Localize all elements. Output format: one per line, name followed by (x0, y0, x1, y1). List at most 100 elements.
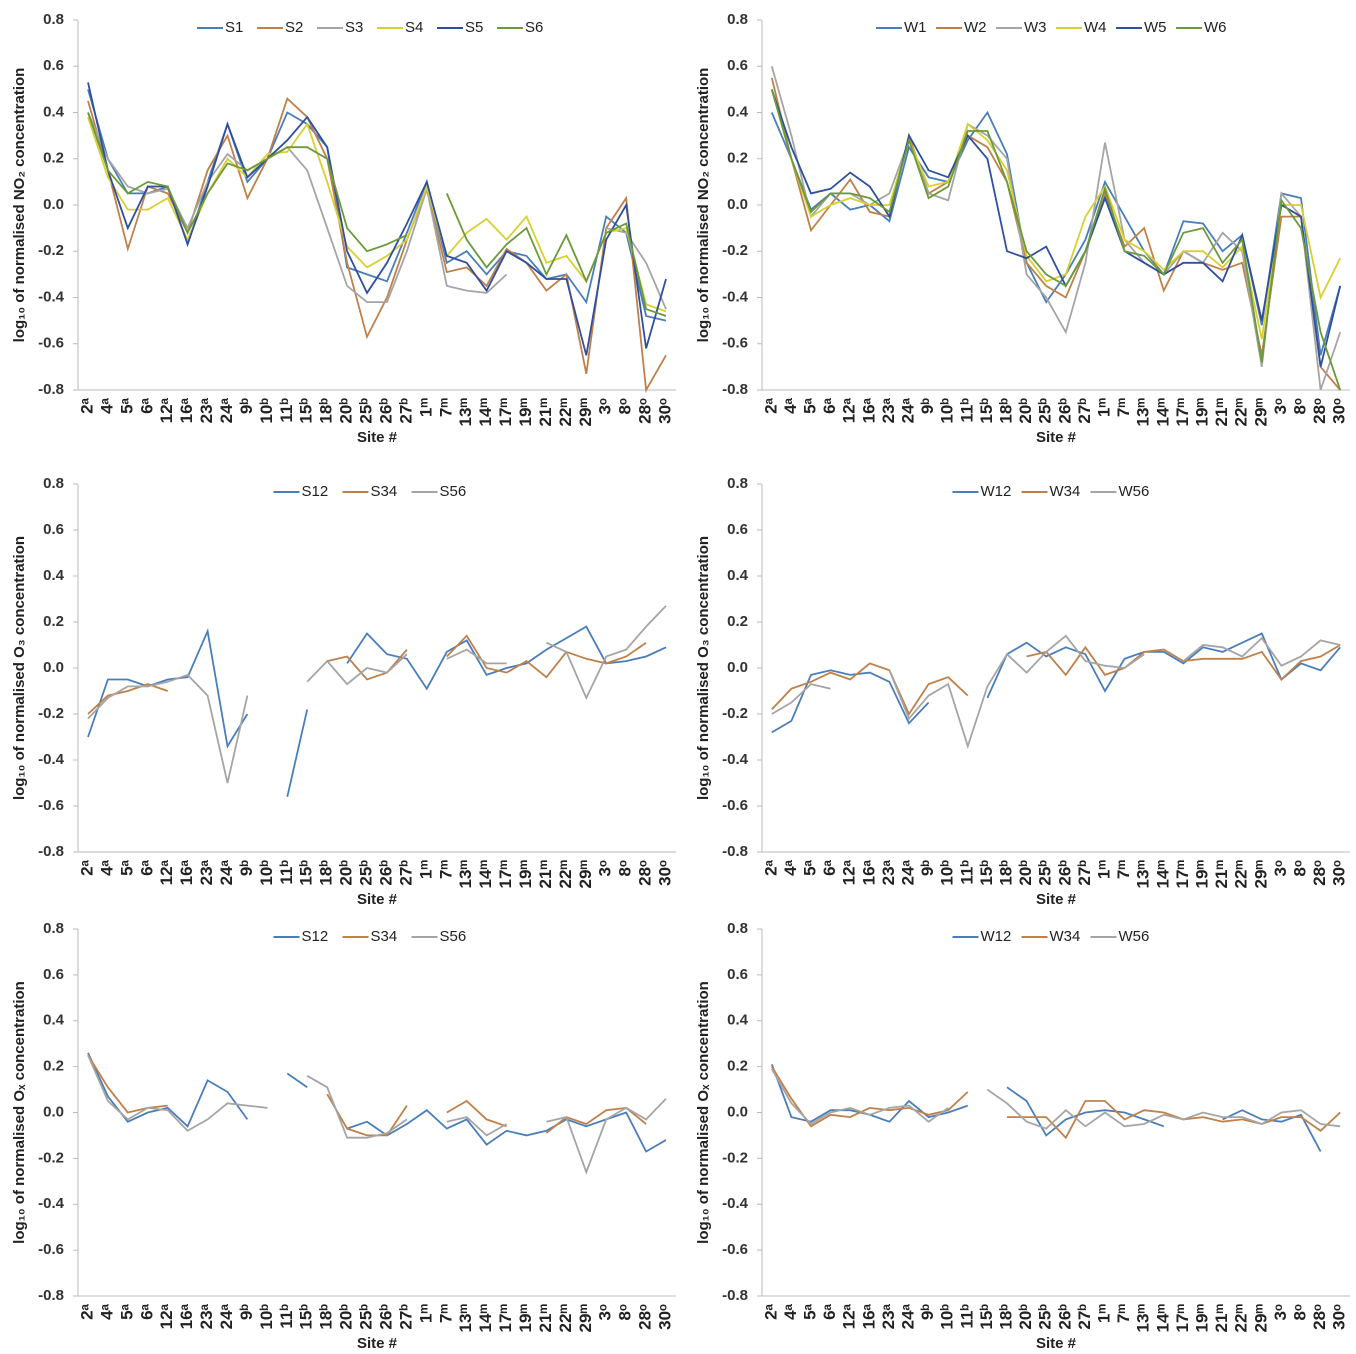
x-tick-label: 14ᵐ (476, 860, 495, 889)
x-tick-label: 5ᵃ (800, 397, 819, 413)
x-tick-label: 28ᵒ (1310, 398, 1329, 424)
x-tick-label: 18ᵇ (996, 860, 1015, 886)
x-tick-label: 4ᵃ (97, 859, 116, 875)
legend-label: S34 (371, 483, 398, 500)
x-tick-label: 19ᵐ (1192, 398, 1211, 427)
x-tick-label: 10ᵇ (257, 1304, 276, 1330)
x-tick-label: 9ᵇ (237, 1304, 256, 1320)
legend-label: S1 (225, 19, 243, 36)
x-tick-label: 2ᵃ (761, 859, 780, 875)
x-tick-label: 22ᵐ (556, 1304, 575, 1333)
x-tick-label: 13ᵐ (456, 398, 475, 427)
legend-label: W12 (981, 928, 1012, 945)
x-tick-label: 19ᵐ (516, 860, 535, 889)
y-tick-label: 0.4 (727, 1012, 749, 1029)
legend-label: S34 (371, 928, 398, 945)
x-tick-label: 29ᵐ (1251, 1304, 1270, 1333)
y-tick-label: -0.6 (38, 797, 64, 814)
x-tick-label: 13ᵐ (456, 1304, 475, 1333)
x-tick-label: 16ᵃ (177, 1303, 196, 1329)
series-line (770, 77, 1341, 391)
x-axis-title: Site # (1036, 429, 1077, 446)
y-tick-label: -0.8 (722, 381, 748, 398)
x-tick-label: 9ᵇ (237, 860, 256, 876)
x-tick-label: 17ᵐ (496, 1304, 515, 1333)
x-tick-label: 23ᵃ (879, 397, 898, 423)
series-line (87, 1054, 667, 1175)
x-axis-title: Site # (357, 1335, 398, 1352)
y-tick-label: -0.4 (38, 1195, 65, 1212)
legend-label: W56 (1119, 928, 1150, 945)
x-tick-label: 27ᵇ (1075, 860, 1094, 886)
x-tick-label: 20ᵇ (337, 860, 356, 886)
x-tick-label: 27ᵇ (396, 1304, 415, 1330)
y-tick-label: -0.6 (722, 1241, 748, 1258)
x-tick-label: 24ᵃ (217, 859, 236, 885)
series-line (771, 632, 1341, 734)
x-tick-label: 14ᵐ (1153, 860, 1172, 889)
x-tick-label: 1ᵐ (416, 1304, 435, 1323)
y-tick-label: 0.0 (43, 1103, 64, 1120)
x-tick-label: 22ᵐ (1232, 860, 1251, 889)
y-tick-label: 0.8 (727, 475, 748, 492)
x-tick-label: 5ᵃ (117, 1303, 136, 1319)
x-tick-label: 29ᵐ (1251, 398, 1270, 427)
x-tick-label: 28ᵒ (1310, 860, 1329, 886)
y-tick-label: -0.6 (722, 797, 748, 814)
y-tick-label: -0.8 (38, 381, 64, 398)
x-tick-label: 22ᵐ (1232, 398, 1251, 427)
y-tick-label: -0.6 (722, 335, 748, 352)
y-tick-label: -0.4 (38, 288, 65, 305)
y-tick-label: -0.8 (38, 1287, 64, 1304)
x-tick-label: 15ᵇ (297, 860, 316, 886)
x-tick-label: 14ᵐ (1153, 1304, 1172, 1333)
y-tick-label: 0.6 (43, 521, 64, 538)
x-tick-label: 9ᵇ (918, 1304, 937, 1320)
x-tick-label: 13ᵐ (1134, 1304, 1153, 1333)
chart: -0.8-0.6-0.4-0.20.00.20.40.60.82ᵃ 4ᵃ 5ᵃ 6ᵃ 1… (695, 920, 1350, 1352)
x-tick-label: 27ᵇ (396, 860, 415, 886)
y-tick-label: 0.4 (43, 567, 65, 584)
x-tick-label: 18ᵇ (317, 398, 336, 424)
y-tick-label: -0.2 (722, 1149, 748, 1166)
x-tick-label: 1ᵐ (416, 398, 435, 417)
x-tick-label: 12ᵃ (157, 859, 176, 885)
x-tick-label: 21ᵐ (536, 398, 555, 427)
y-tick-label: -0.2 (722, 705, 748, 722)
x-tick-label: 14ᵐ (1153, 398, 1172, 427)
y-tick-label: 0.4 (727, 103, 749, 120)
y-tick-label: 0.0 (43, 659, 64, 676)
legend-label: W12 (981, 483, 1012, 500)
x-tick-label: 17ᵐ (1173, 398, 1192, 427)
x-tick-label: 30ᵒ (656, 1304, 675, 1330)
x-tick-label: 8ᵒ (1290, 1304, 1309, 1320)
x-tick-label: 7ᵐ (1114, 860, 1133, 879)
legend-label: S3 (345, 19, 363, 36)
legend-label: S12 (302, 928, 329, 945)
x-tick-label: 21ᵐ (1212, 860, 1231, 889)
y-tick-label: 0.6 (727, 966, 748, 983)
y-tick-label: 0.2 (43, 150, 64, 167)
series-line (770, 1063, 1322, 1152)
x-tick-label: 18ᵇ (996, 398, 1015, 424)
x-tick-label: 11ᵇ (957, 860, 976, 885)
y-axis-title: log₁₀ of normalised O₃ concentration (11, 536, 28, 800)
x-tick-label: 23ᵃ (879, 1303, 898, 1329)
x-tick-label: 19ᵐ (516, 398, 535, 427)
x-tick-label: 5ᵃ (800, 859, 819, 875)
y-tick-label: 0.2 (727, 150, 748, 167)
series-line (87, 1054, 647, 1137)
x-tick-label: 4ᵃ (97, 397, 116, 413)
legend-label: W34 (1050, 483, 1081, 500)
x-tick-label: 29ᵐ (576, 398, 595, 427)
series-line (87, 96, 667, 393)
x-tick-label: 12ᵃ (840, 397, 859, 423)
x-tick-label: 2ᵃ (761, 1303, 780, 1319)
x-tick-label: 26ᵇ (376, 1304, 395, 1330)
x-tick-label: 19ᵐ (1192, 1304, 1211, 1333)
x-tick-label: 6ᵃ (137, 1303, 156, 1319)
x-tick-label: 1ᵐ (1094, 1304, 1113, 1323)
x-tick-label: 7ᵐ (1114, 398, 1133, 417)
x-tick-label: 26ᵇ (376, 860, 395, 886)
y-tick-label: -0.2 (38, 705, 64, 722)
